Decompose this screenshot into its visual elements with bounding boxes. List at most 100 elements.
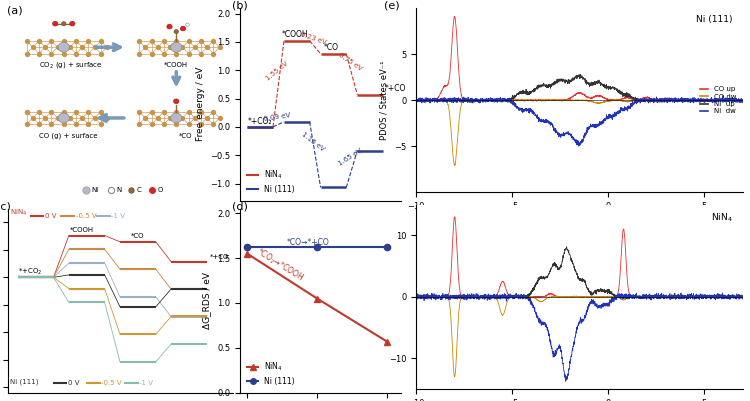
Text: *COOH: *COOH (70, 227, 94, 233)
Point (64, 44, 76, 51)
Point (94, 38, 107, 44)
Point (195, 121, 207, 128)
Legend: NiN$_4$, Ni (111): NiN$_4$, Ni (111) (244, 358, 298, 389)
Point (189, 44, 201, 51)
Point (105, 186, 117, 193)
Text: 0.09 eV: 0.09 eV (262, 112, 290, 122)
Text: (d): (d) (232, 201, 248, 211)
Point (52, 115, 64, 121)
Point (88, 115, 101, 121)
Point (183, 38, 195, 44)
Point (45, 38, 57, 44)
Text: 0.75 eV: 0.75 eV (337, 52, 363, 72)
Point (152, 115, 164, 121)
Point (33, 38, 45, 44)
Point (195, 109, 207, 115)
Circle shape (174, 30, 178, 34)
Y-axis label: Free energy / eV: Free energy / eV (196, 67, 205, 142)
Text: *+CO: *+CO (385, 84, 406, 93)
Point (195, 38, 207, 44)
Point (82, 50, 94, 57)
Point (70, 38, 82, 44)
Point (33, 109, 45, 115)
Point (39, 44, 51, 51)
Point (170, 109, 182, 115)
Point (134, 109, 146, 115)
Point (94, 109, 107, 115)
Text: CO (g) + surface: CO (g) + surface (39, 133, 98, 139)
Point (80, 186, 92, 193)
Point (45, 109, 57, 115)
Point (20, 50, 33, 57)
Point (207, 50, 219, 57)
Point (214, 115, 226, 121)
Point (64, 115, 76, 121)
Circle shape (62, 22, 66, 26)
Text: *COOH: *COOH (164, 62, 188, 68)
Point (45, 121, 57, 128)
Point (58, 121, 70, 128)
Circle shape (58, 43, 69, 52)
Point (20, 121, 33, 128)
Point (207, 121, 219, 128)
Point (27, 44, 39, 51)
Point (70, 109, 82, 115)
Text: O: O (158, 187, 163, 193)
Y-axis label: ΔG_RDS / eV: ΔG_RDS / eV (202, 272, 211, 329)
Point (189, 115, 201, 121)
Point (94, 50, 107, 57)
Point (183, 121, 195, 128)
Text: Ni: Ni (92, 187, 99, 193)
Point (134, 121, 146, 128)
Point (88, 44, 101, 51)
Point (146, 50, 158, 57)
Text: NiN$_4$: NiN$_4$ (711, 212, 733, 225)
Text: *+CO₂: *+CO₂ (248, 117, 272, 126)
Point (146, 109, 158, 115)
Point (195, 50, 207, 57)
Point (101, 115, 113, 121)
Legend: CO up, CO dw, Ni  up, Ni  dw: CO up, CO dw, Ni up, Ni dw (697, 83, 739, 117)
Point (214, 44, 226, 51)
Point (140, 44, 152, 51)
Circle shape (170, 43, 182, 52)
Text: NiN$_4$: NiN$_4$ (10, 208, 28, 218)
Point (152, 44, 164, 51)
Point (146, 121, 158, 128)
Text: N: N (116, 187, 122, 193)
Text: -1 V: -1 V (111, 213, 125, 219)
Point (101, 44, 113, 51)
Text: *CO$_2$→*COOH: *CO$_2$→*COOH (254, 245, 306, 284)
Text: C: C (136, 187, 142, 193)
Text: -0.5 V: -0.5 V (76, 213, 96, 219)
Circle shape (70, 21, 75, 26)
Point (158, 50, 170, 57)
Point (58, 50, 70, 57)
Text: *CO: *CO (324, 43, 339, 53)
Point (207, 38, 219, 44)
Text: 0 V: 0 V (45, 213, 56, 219)
Circle shape (53, 21, 58, 26)
Point (39, 115, 51, 121)
Point (146, 186, 158, 193)
Point (134, 50, 146, 57)
Point (183, 50, 195, 57)
Point (33, 50, 45, 57)
Point (76, 115, 88, 121)
Text: (a): (a) (8, 6, 23, 16)
Text: 0.23 eV: 0.23 eV (299, 31, 327, 45)
Point (134, 38, 146, 44)
Point (176, 44, 188, 51)
Point (201, 44, 213, 51)
Text: *COOH: *COOH (282, 30, 309, 39)
Circle shape (170, 113, 182, 123)
Point (82, 109, 94, 115)
Point (33, 121, 45, 128)
Circle shape (58, 113, 69, 123)
Text: 0 V: 0 V (68, 380, 80, 386)
Point (170, 50, 182, 57)
Text: *+CO$_2$: *+CO$_2$ (18, 267, 42, 277)
Point (94, 121, 107, 128)
Point (140, 115, 152, 121)
Text: *+CO: *+CO (209, 255, 229, 261)
